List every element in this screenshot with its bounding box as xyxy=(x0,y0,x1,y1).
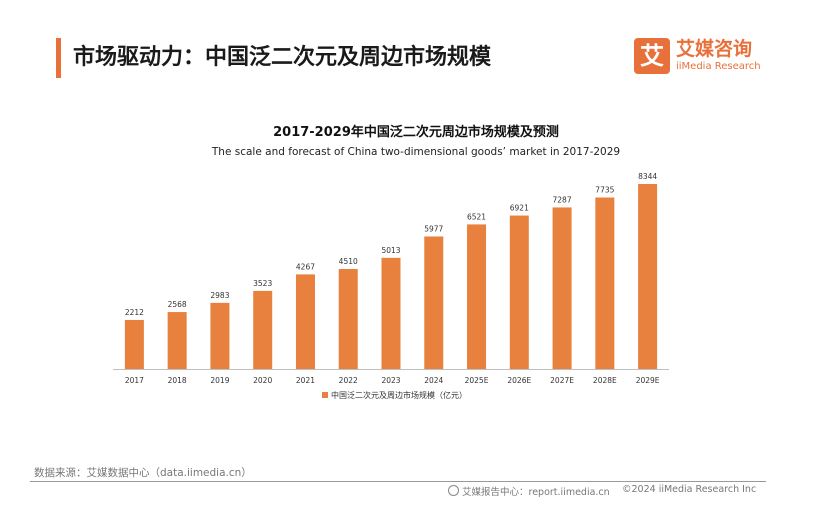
chart-title: 2017-2029年中国泛二次元周边市场规模及预测 xyxy=(273,125,559,140)
x-tick-label: 2025E xyxy=(465,376,489,385)
page-title: 市场驱动力：中国泛二次元及周边市场规模 xyxy=(73,45,492,70)
report-center-link[interactable]: 艾媒报告中心：report.iimedia.cn xyxy=(448,484,610,498)
bar xyxy=(509,215,529,369)
bar xyxy=(338,269,358,369)
data-label: 3523 xyxy=(253,279,272,288)
bar xyxy=(253,290,273,369)
footer-divider xyxy=(30,481,766,482)
x-tick-label: 2028E xyxy=(593,376,617,385)
logo-mark: 艾 xyxy=(634,38,670,74)
x-tick-label: 2026E xyxy=(507,376,531,385)
x-tick-label: 2022 xyxy=(339,376,358,385)
x-tick-label: 2027E xyxy=(550,376,574,385)
data-label: 2983 xyxy=(210,291,229,300)
data-label: 4267 xyxy=(296,262,315,271)
logo-chinese-name: 艾媒咨询 xyxy=(676,38,753,60)
data-label: 6521 xyxy=(467,212,486,221)
bar xyxy=(295,274,315,369)
x-tick-label: 2023 xyxy=(381,376,400,385)
globe-icon xyxy=(448,485,459,496)
x-tick-label: 2018 xyxy=(168,376,187,385)
logo-english-name: iiMedia Research xyxy=(676,61,761,72)
bar xyxy=(124,319,144,369)
bar xyxy=(424,236,444,369)
x-tick-label: 2019 xyxy=(210,376,229,385)
bar xyxy=(210,302,230,369)
data-label: 7287 xyxy=(553,195,572,204)
data-source: 数据来源：艾媒数据中心（data.iimedia.cn） xyxy=(34,467,252,479)
bar xyxy=(467,224,487,369)
bar xyxy=(638,184,658,369)
chart-subtitle: The scale and forecast of China two-dime… xyxy=(211,146,621,158)
copyright: ©2024 iiMedia Research Inc xyxy=(622,484,757,495)
x-tick-label: 2024 xyxy=(424,376,443,385)
data-label: 4510 xyxy=(339,257,358,266)
data-label: 5013 xyxy=(381,246,400,255)
data-label: 7735 xyxy=(595,186,614,195)
report-center-text: 艾媒报告中心：report.iimedia.cn xyxy=(462,487,610,498)
bar xyxy=(552,207,572,369)
x-tick-label: 2017 xyxy=(125,376,144,385)
data-label: 6921 xyxy=(510,204,529,213)
x-tick-label: 2029E xyxy=(636,376,660,385)
data-label: 2212 xyxy=(125,308,144,317)
data-label: 2568 xyxy=(168,300,187,309)
legend-label: 中国泛二次元及周边市场规模（亿元） xyxy=(331,390,467,400)
title-accent-bar xyxy=(56,38,61,78)
legend-swatch xyxy=(322,392,328,398)
bar xyxy=(381,257,401,369)
data-label: 5977 xyxy=(424,224,443,233)
data-label: 8344 xyxy=(638,172,657,181)
x-tick-label: 2020 xyxy=(253,376,272,385)
bar xyxy=(595,197,615,369)
brand-logo: 艾 艾媒咨询 iiMedia Research xyxy=(634,38,774,78)
bar xyxy=(167,312,187,369)
x-tick-label: 2021 xyxy=(296,376,315,385)
